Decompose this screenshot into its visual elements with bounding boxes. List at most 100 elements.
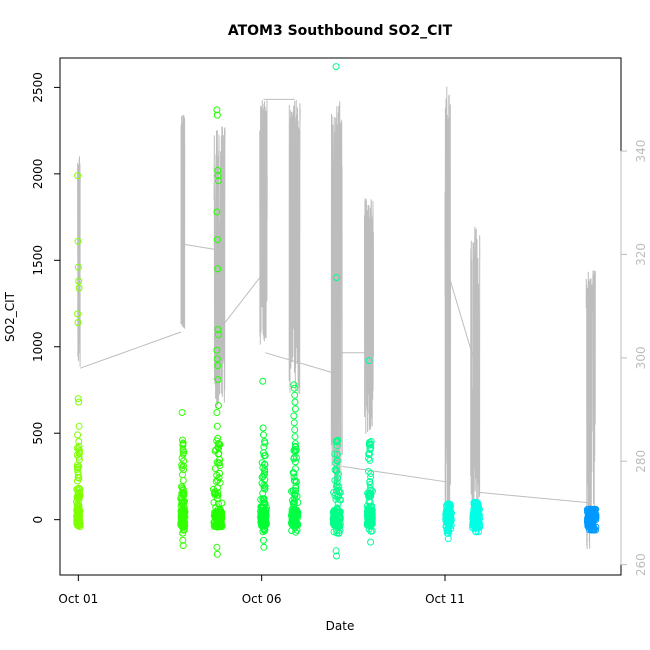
data-point (333, 442, 341, 450)
data-point (261, 482, 269, 490)
data-point (213, 355, 221, 363)
data-point (213, 409, 221, 416)
point-group (257, 377, 270, 551)
data-point (75, 474, 83, 482)
data-point (290, 500, 298, 508)
data-point (213, 106, 221, 114)
data-point (211, 465, 219, 472)
data-point (332, 514, 340, 522)
point-group (329, 63, 344, 560)
data-point (214, 520, 222, 528)
data-point (213, 208, 221, 216)
secondary-segment (363, 198, 374, 435)
data-point (367, 508, 375, 515)
data-point (289, 512, 297, 520)
data-point (290, 384, 298, 392)
data-point (587, 505, 595, 513)
data-point (74, 172, 82, 180)
data-point (73, 451, 81, 459)
data-point (442, 513, 450, 521)
data-point (366, 450, 373, 458)
x-axis: Oct 01 Oct 06 Oct 11 (58, 574, 465, 606)
data-point (214, 326, 222, 333)
data-point (447, 522, 455, 529)
data-point (179, 536, 187, 544)
data-point (213, 111, 221, 119)
data-point (292, 528, 300, 536)
data-point (367, 440, 375, 448)
data-point (292, 513, 300, 521)
data-point (259, 528, 267, 536)
data-point (218, 499, 226, 507)
data-point (260, 481, 268, 489)
data-point (367, 538, 375, 546)
data-point (367, 473, 375, 481)
data-point (213, 491, 221, 499)
data-point (259, 472, 267, 480)
data-point (75, 422, 83, 430)
data-point (213, 495, 221, 502)
data-point (179, 477, 187, 484)
data-point (289, 499, 297, 507)
data-point (75, 284, 83, 292)
data-point (179, 436, 186, 444)
data-point (180, 507, 188, 515)
data-point (332, 437, 340, 445)
data-point (75, 505, 83, 513)
data-point (214, 265, 222, 273)
data-point (214, 500, 222, 508)
y2-axis: 260 280 300 320 340 (620, 140, 648, 576)
data-point (291, 426, 299, 434)
point-group (177, 409, 189, 550)
data-point (214, 376, 222, 384)
data-point (365, 455, 373, 462)
data-point (291, 495, 299, 503)
data-point (73, 495, 81, 503)
data-point (444, 520, 452, 527)
data-point (179, 521, 187, 529)
data-point (366, 478, 374, 486)
y2-tick-label: 280 (634, 450, 648, 473)
data-point (216, 469, 224, 477)
data-point (214, 331, 222, 339)
data-point (586, 509, 594, 516)
point-group (73, 172, 84, 531)
y-tick-label: 500 (31, 422, 45, 445)
data-point (290, 473, 298, 481)
data-point (367, 470, 375, 477)
secondary-connector (342, 465, 447, 483)
data-point (178, 500, 186, 508)
x-axis-label: Date (326, 619, 355, 633)
data-point (365, 516, 373, 524)
data-point (333, 274, 340, 282)
x-tick-label: Oct 11 (425, 592, 465, 606)
data-point (334, 524, 342, 531)
data-point (261, 485, 269, 493)
data-point (261, 466, 269, 474)
data-point (333, 438, 341, 446)
data-point (214, 450, 222, 458)
data-point (260, 543, 268, 551)
data-point (476, 523, 484, 531)
data-point (586, 514, 594, 522)
data-point (333, 552, 340, 560)
data-point (259, 424, 267, 432)
data-point (333, 467, 341, 475)
data-point (179, 514, 187, 522)
data-point (214, 402, 222, 409)
data-point (367, 438, 375, 445)
data-point (291, 433, 299, 441)
secondary-segment (470, 226, 481, 513)
data-point (291, 440, 299, 448)
secondary-segment (444, 86, 451, 517)
data-point (471, 498, 479, 506)
data-point (331, 492, 339, 499)
data-point (292, 465, 299, 473)
data-point (586, 506, 594, 514)
data-point (291, 491, 299, 499)
data-point (260, 536, 267, 544)
secondary-segment (288, 99, 301, 395)
data-point (290, 498, 298, 506)
secondary-segment (259, 100, 268, 345)
